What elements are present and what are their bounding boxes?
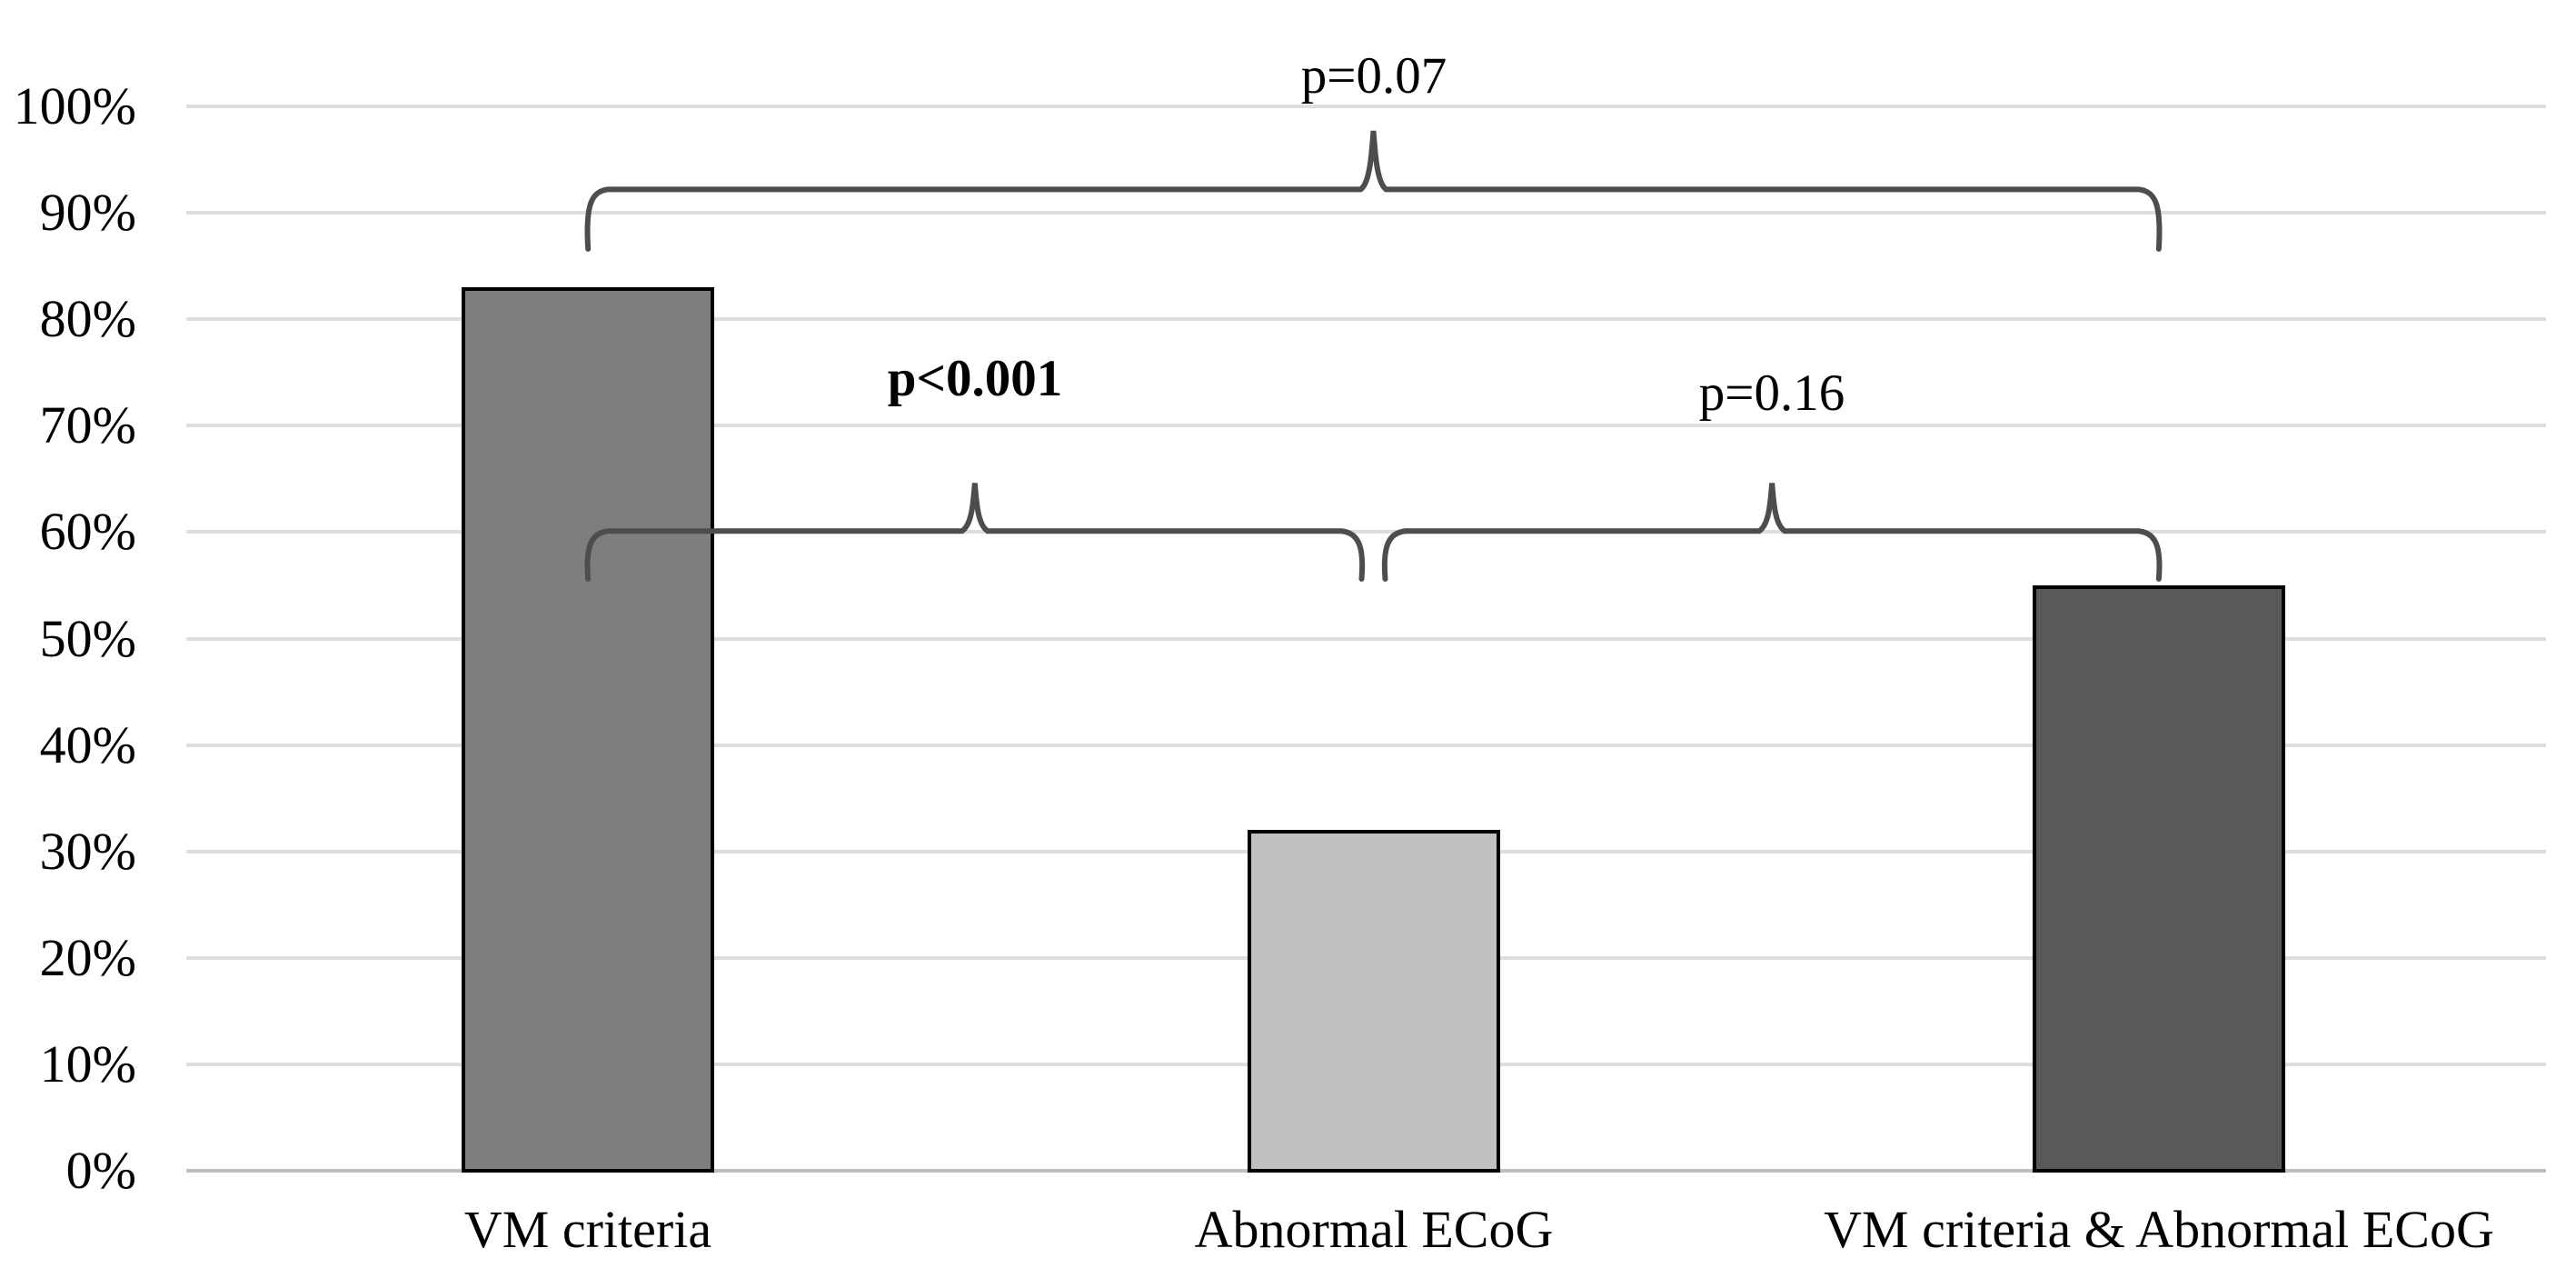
p-value-label: p=0.07 (1300, 47, 1447, 105)
gridline (186, 317, 2546, 321)
y-axis-tick-label: 60% (39, 502, 136, 561)
gridline (186, 211, 2546, 215)
bar-vm-criteria (462, 287, 714, 1173)
p-value-label: p<0.001 (887, 350, 1063, 407)
significance-bracket (584, 130, 2163, 252)
gridline (186, 530, 2546, 534)
bar-abnormal-ecog (1248, 830, 1500, 1173)
y-axis-tick-label: 40% (39, 715, 136, 774)
y-axis-tick-label: 20% (39, 928, 136, 987)
y-axis-tick-label: 30% (39, 822, 136, 881)
y-axis-tick-label: 70% (39, 395, 136, 454)
significance-bracket (1381, 483, 2163, 582)
x-axis-category-label: VM criteria & Abnormal ECoG (1824, 1200, 2494, 1259)
x-axis-category-label: VM criteria (463, 1200, 712, 1259)
y-axis-tick-label: 90% (39, 183, 136, 242)
y-axis-tick-label: 100% (13, 76, 136, 135)
y-axis-tick-label: 10% (39, 1034, 136, 1093)
y-axis-tick-label: 50% (39, 609, 136, 668)
y-axis-tick-label: 80% (39, 289, 136, 348)
gridline (186, 637, 2546, 641)
x-axis-category-label: Abnormal ECoG (1194, 1200, 1554, 1259)
gridline (186, 105, 2546, 108)
bar-vm-criteria-abnormal-ecog (2033, 585, 2285, 1173)
gridline (186, 744, 2546, 747)
y-axis-tick-label: 0% (65, 1141, 136, 1200)
gridline (186, 424, 2546, 427)
p-value-label: p=0.16 (1698, 364, 1845, 422)
significance-bracket (584, 483, 1366, 582)
